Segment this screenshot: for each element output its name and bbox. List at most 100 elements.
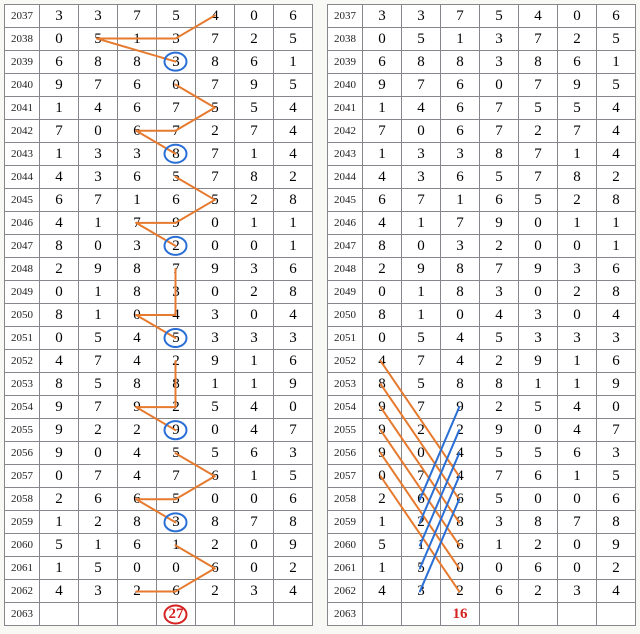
cell: 0	[402, 235, 441, 258]
cell: 5	[157, 488, 196, 511]
cell: 8	[40, 304, 79, 327]
empty-cell	[402, 603, 441, 626]
cell: 7	[79, 350, 118, 373]
row-header: 2060	[5, 534, 40, 557]
row-header: 2056	[5, 442, 40, 465]
cell: 7	[402, 350, 441, 373]
cell: 0	[79, 442, 118, 465]
cell: 0	[402, 442, 441, 465]
cell: 3	[79, 143, 118, 166]
cell: 7	[480, 465, 519, 488]
cell: 0	[363, 327, 402, 350]
cell: 2	[558, 281, 597, 304]
row-header: 2046	[328, 212, 363, 235]
row-header: 2039	[5, 51, 40, 74]
table-row: 20624326234	[5, 580, 313, 603]
row-header: 2043	[5, 143, 40, 166]
cell: 9	[558, 74, 597, 97]
table-row: 20549792540	[328, 396, 636, 419]
cell: 8	[118, 258, 157, 281]
cell: 1	[274, 235, 313, 258]
cell: 0	[235, 488, 274, 511]
cell: 6	[441, 534, 480, 557]
cell: 9	[40, 74, 79, 97]
cell: 7	[402, 189, 441, 212]
cell: 9	[274, 373, 313, 396]
cell: 6	[118, 488, 157, 511]
cell: 3	[196, 327, 235, 350]
row-header: 2051	[328, 327, 363, 350]
cell: 8	[40, 373, 79, 396]
table-row: 20582665006	[328, 488, 636, 511]
table-row: 20396883861	[5, 51, 313, 74]
table-row: 20409760795	[328, 74, 636, 97]
cell: 6	[274, 488, 313, 511]
cell: 2	[40, 488, 79, 511]
cell: 7	[118, 212, 157, 235]
cell: 5	[79, 327, 118, 350]
cell: 0	[363, 28, 402, 51]
cell: 4	[597, 304, 636, 327]
row-header: 2058	[5, 488, 40, 511]
cell: 9	[597, 534, 636, 557]
table-row: 20482987936	[328, 258, 636, 281]
table-row: 20611500602	[328, 557, 636, 580]
cell: 2	[558, 189, 597, 212]
row-header: 2057	[5, 465, 40, 488]
cell: 8	[363, 373, 402, 396]
cell: 8	[235, 166, 274, 189]
cell: 9	[480, 212, 519, 235]
row-header: 2047	[5, 235, 40, 258]
cell: 8	[118, 373, 157, 396]
cell: 1	[196, 373, 235, 396]
table-row: 20427067274	[5, 120, 313, 143]
cell: 4	[274, 580, 313, 603]
cell: 5	[519, 396, 558, 419]
cell: 8	[480, 143, 519, 166]
row-header: 2054	[5, 396, 40, 419]
table-row: 20510545333	[5, 327, 313, 350]
row-header: 2063	[328, 603, 363, 626]
table-row: 20396883861	[328, 51, 636, 74]
cell: 0	[480, 557, 519, 580]
cell: 9	[363, 442, 402, 465]
table-row: 20569045563	[328, 442, 636, 465]
table-row: 206327	[5, 603, 313, 626]
cell: 2	[441, 419, 480, 442]
cell: 4	[40, 580, 79, 603]
cell: 7	[558, 120, 597, 143]
cell: 8	[597, 511, 636, 534]
row-header: 2062	[5, 580, 40, 603]
cell: 4	[480, 304, 519, 327]
table-row: 20490183028	[5, 281, 313, 304]
cell: 2	[441, 580, 480, 603]
empty-cell	[597, 603, 636, 626]
cell: 1	[79, 212, 118, 235]
cell: 6	[558, 51, 597, 74]
table-row: 20380513725	[328, 28, 636, 51]
cell: 5	[157, 327, 196, 350]
cell: 5	[157, 166, 196, 189]
cell: 3	[480, 511, 519, 534]
cell: 7	[157, 120, 196, 143]
cell: 1	[235, 143, 274, 166]
cell: 8	[196, 51, 235, 74]
empty-cell	[274, 603, 313, 626]
cell: 5	[196, 442, 235, 465]
cell: 5	[402, 373, 441, 396]
cell: 5	[480, 5, 519, 28]
cell: 4	[441, 327, 480, 350]
cell: 1	[402, 304, 441, 327]
cell: 3	[274, 327, 313, 350]
row-header: 2042	[5, 120, 40, 143]
cell: 6	[480, 580, 519, 603]
row-header: 2048	[5, 258, 40, 281]
cell: 3	[79, 580, 118, 603]
table-row: 20570747615	[328, 465, 636, 488]
table-row: 20478032001	[5, 235, 313, 258]
cell: 1	[79, 281, 118, 304]
cell: 7	[402, 465, 441, 488]
cell: 3	[363, 5, 402, 28]
empty-cell	[196, 603, 235, 626]
cell: 5	[519, 97, 558, 120]
